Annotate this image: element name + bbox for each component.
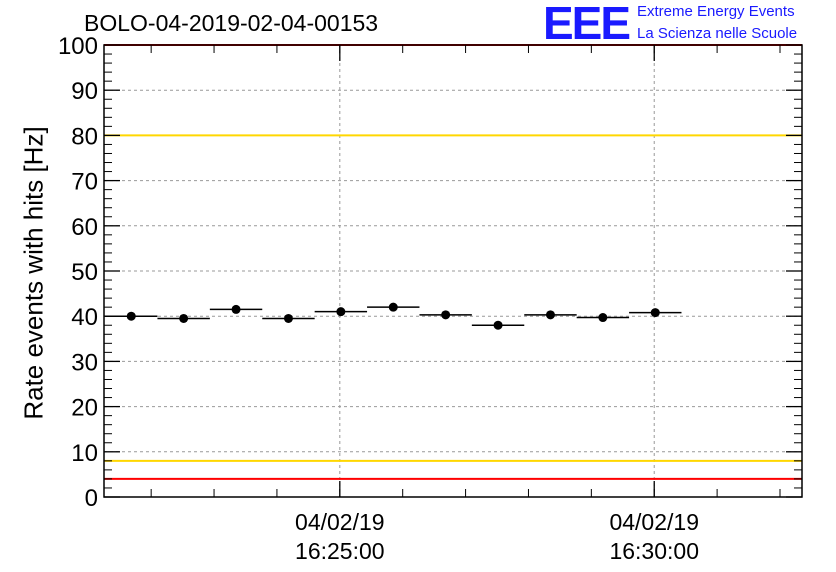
chart-title: BOLO-04-2019-02-04-00153	[84, 10, 379, 36]
y-tick-label: 20	[71, 395, 98, 422]
data-point	[388, 302, 398, 312]
y-tick-label: 30	[71, 349, 98, 376]
logo-subtitle-1: Extreme Energy Events	[637, 3, 795, 20]
x-tick-label-time: 16:30:00	[609, 538, 699, 564]
logo-subtitle-2: La Scienza nelle Scuole	[637, 25, 798, 42]
x-tick-labels: 04/02/19 16:25:00 04/02/19 16:30:00	[295, 509, 699, 564]
x-tick-label-time: 16:25:00	[295, 538, 385, 564]
y-tick-label: 60	[71, 214, 98, 241]
y-axis-label: Rate events with hits [Hz]	[18, 126, 49, 420]
data-point	[231, 304, 241, 314]
data-point	[441, 310, 451, 320]
y-tick-label: 80	[71, 123, 98, 150]
x-tick-label-date: 04/02/19	[295, 509, 385, 535]
reference-lines	[104, 44, 802, 480]
data-point	[126, 311, 136, 321]
grid-lines	[104, 45, 802, 497]
x-tick-label-date: 04/02/19	[609, 509, 699, 535]
data-points	[105, 302, 682, 330]
y-tick-label: 50	[71, 259, 98, 286]
y-tick-label: 70	[71, 169, 98, 196]
y-tick-label: 90	[71, 78, 98, 105]
y-tick-label: 10	[71, 440, 98, 467]
data-point	[493, 320, 503, 330]
data-point	[179, 313, 189, 323]
data-point	[545, 310, 555, 320]
y-tick-label: 0	[85, 485, 98, 512]
data-point	[650, 308, 660, 318]
y-tick-label: 100	[58, 33, 98, 60]
y-tick-label: 40	[71, 304, 98, 331]
y-tick-labels: 0 10 20 30 40 50 60 70 80 90 100	[58, 33, 98, 512]
data-point	[598, 313, 608, 323]
data-point	[336, 307, 346, 317]
data-point	[283, 313, 293, 323]
eee-logo: EEE	[543, 0, 631, 49]
axis-ticks	[104, 44, 802, 498]
